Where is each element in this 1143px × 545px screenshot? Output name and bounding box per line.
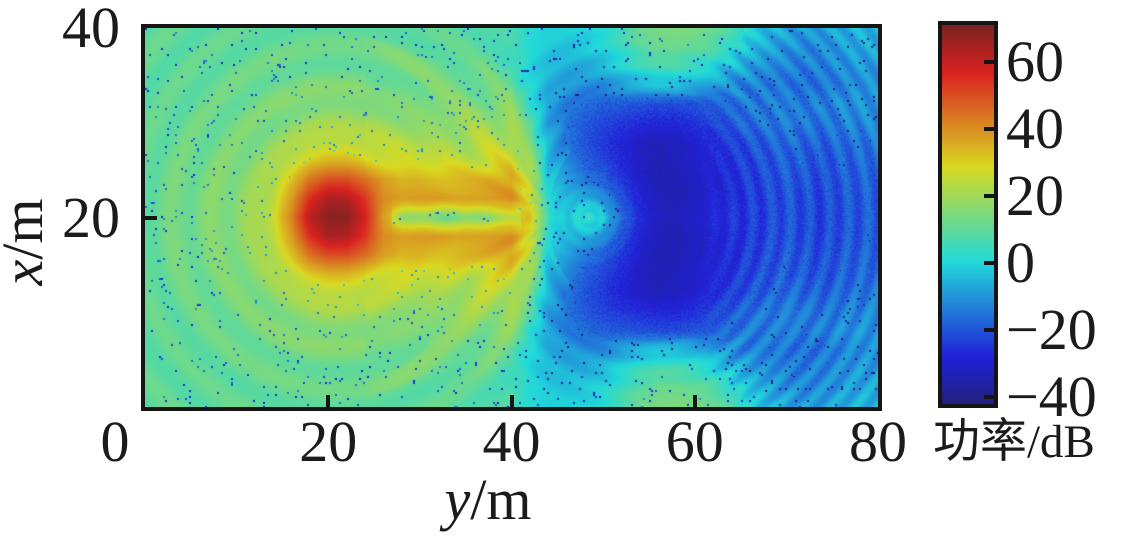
x-axis-tick-label: 80 xyxy=(849,409,907,474)
colorbar-title: 功率/dB xyxy=(933,416,1095,468)
colorbar-tick-mark xyxy=(984,261,994,266)
y-axis-tick-label: 40 xyxy=(62,0,120,60)
colorbar-tick-mark xyxy=(984,328,994,333)
y-axis-tick-mark xyxy=(145,215,157,220)
colorbar-tick-mark xyxy=(984,395,994,400)
colorbar-frame xyxy=(938,21,998,408)
colorbar-tick-label: −20 xyxy=(1006,297,1097,363)
y-axis-tick-label: 20 xyxy=(62,184,120,250)
x-axis-tick-label: 40 xyxy=(482,409,541,474)
heatmap-canvas xyxy=(145,28,878,407)
x-axis-tick-label: 0 xyxy=(100,409,130,474)
y-axis-label-symbol: x xyxy=(0,260,55,286)
colorbar-tick-mark xyxy=(984,59,994,64)
colorbar-tick-label: 60 xyxy=(1006,28,1064,94)
colorbar-tick-mark xyxy=(984,126,994,131)
x-axis-label-unit: /m xyxy=(470,467,532,532)
colorbar-tick-label: −40 xyxy=(1006,364,1097,430)
x-axis-label: y/m xyxy=(398,471,578,529)
x-axis-tick-label: 20 xyxy=(299,409,358,474)
colorbar-tick-label: 40 xyxy=(1006,95,1064,161)
colorbar-tick-label: 0 xyxy=(1006,230,1035,296)
x-axis-tick-mark xyxy=(326,395,331,407)
x-axis-label-symbol: y xyxy=(444,467,471,532)
colorbar-tick-label: 20 xyxy=(1006,163,1064,229)
colorbar-tick-mark xyxy=(984,194,994,199)
x-axis-tick-label: 60 xyxy=(665,409,724,474)
x-axis-tick-mark xyxy=(509,395,514,407)
heatmap-plot-frame xyxy=(141,24,882,411)
colorbar-gradient-canvas xyxy=(942,25,994,404)
x-axis-tick-mark xyxy=(692,395,697,407)
